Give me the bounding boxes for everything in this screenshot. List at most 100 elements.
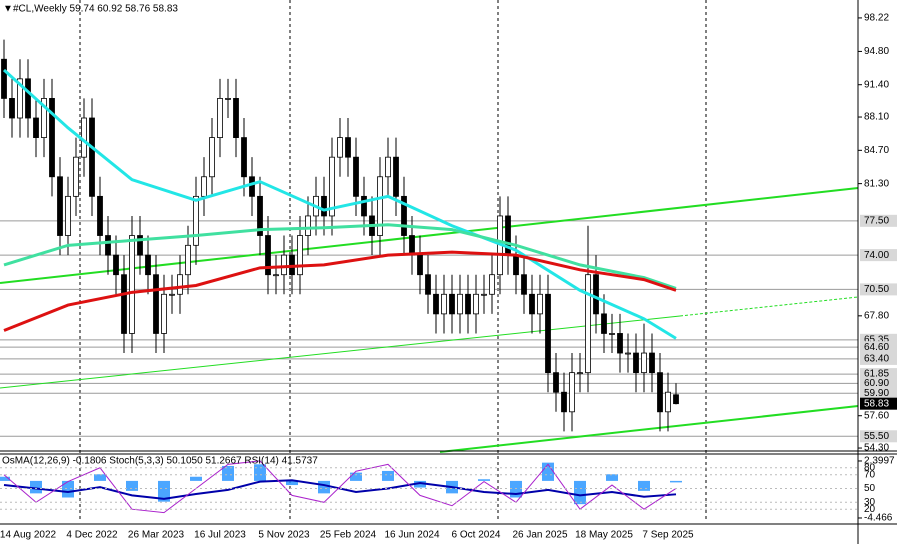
osma-bar xyxy=(670,480,682,483)
osma-bar xyxy=(158,480,170,502)
candle-body xyxy=(209,137,215,178)
candle-body xyxy=(1,58,7,99)
x-tick-label: 26 Jan 2025 xyxy=(512,530,567,541)
last-price-label: 58.83 xyxy=(864,398,889,409)
level-label: 74.00 xyxy=(864,250,889,261)
candle-body xyxy=(233,98,239,138)
x-tick-label: 16 Jul 2023 xyxy=(194,530,246,541)
candle-body xyxy=(329,156,335,217)
y-tick-label: 84.70 xyxy=(864,145,889,156)
candle-body xyxy=(617,333,623,354)
menu-arrow[interactable]: ▼ xyxy=(3,4,13,15)
osma-bar xyxy=(414,480,426,488)
candle-body xyxy=(417,254,423,276)
y-tick-label: 80 xyxy=(864,462,876,473)
level-label-bg xyxy=(860,352,897,365)
osma-bar xyxy=(638,480,650,491)
level-label: 60.90 xyxy=(864,378,889,389)
candle-body xyxy=(273,274,279,277)
osma-bar xyxy=(350,472,362,481)
level-label: 63.40 xyxy=(864,354,889,365)
osma-bar xyxy=(542,462,554,481)
candle-body xyxy=(121,274,127,334)
moving-average xyxy=(3,223,677,290)
candle-body xyxy=(9,98,15,119)
candle-body xyxy=(185,244,191,276)
level-label: 59.90 xyxy=(864,388,889,399)
osma-bar xyxy=(126,480,138,491)
level-label-bg xyxy=(860,283,897,296)
candle-body xyxy=(529,293,535,315)
x-tick-label: 16 Jun 2024 xyxy=(384,530,439,541)
level-label-bg xyxy=(860,214,897,227)
osma-bar xyxy=(62,480,74,498)
candle-body xyxy=(481,293,487,296)
candle-body xyxy=(41,98,47,138)
candle-body xyxy=(665,391,671,413)
level-label: 77.50 xyxy=(864,215,889,226)
trend-lines xyxy=(0,187,859,453)
candle-body xyxy=(585,274,591,374)
y-tick-label: 81.30 xyxy=(864,178,889,189)
candle-body xyxy=(441,293,447,315)
candle-body xyxy=(193,195,199,246)
candle-body xyxy=(601,313,607,334)
indicator-title: OsMA(12,26,9) -0.1806 Stoch(5,3,3) 50.10… xyxy=(2,456,318,467)
candle-body xyxy=(33,117,39,138)
y-tick-label: 88.10 xyxy=(864,112,889,123)
candle-body xyxy=(25,78,31,119)
candle-body xyxy=(433,293,439,315)
candle-body xyxy=(409,235,415,256)
candle-body xyxy=(625,352,631,355)
osma-bar xyxy=(478,479,490,481)
last-price-box xyxy=(860,397,897,410)
candle-body xyxy=(673,394,679,405)
y-tick-label: 30 xyxy=(864,497,876,508)
candle-body xyxy=(401,195,407,236)
candle-body xyxy=(241,137,247,178)
y-tick-label: 94.80 xyxy=(864,46,889,57)
candle-body xyxy=(657,372,663,413)
candle-body xyxy=(633,352,639,374)
osma-bar xyxy=(254,464,266,481)
candle-body xyxy=(561,391,567,413)
candle-body xyxy=(57,176,63,236)
x-tick-label: 26 Mar 2023 xyxy=(128,530,185,541)
candle-body xyxy=(177,274,183,295)
candle-body xyxy=(137,235,143,256)
candle-body xyxy=(553,372,559,393)
level-label: 61.85 xyxy=(864,369,889,380)
candle-body xyxy=(257,195,263,236)
candle-body xyxy=(49,98,55,178)
candle-body xyxy=(345,137,351,158)
candle-body xyxy=(169,293,175,296)
candle-body xyxy=(153,274,159,334)
osma-bar xyxy=(574,480,586,505)
candle-body xyxy=(145,254,151,276)
osma-bar xyxy=(190,476,202,481)
candle-body xyxy=(385,156,391,178)
y-tick-label: 54.30 xyxy=(864,443,889,454)
candle-body xyxy=(89,117,95,197)
y2-tick-label: -4.466 xyxy=(864,513,893,524)
y-tick-label: 91.40 xyxy=(864,79,889,90)
candle-body xyxy=(73,156,79,197)
candle-body xyxy=(281,254,287,276)
candle-body xyxy=(17,78,23,119)
candle-body xyxy=(577,372,583,375)
x-tick-label: 6 Oct 2024 xyxy=(452,530,501,541)
x-tick-label: 4 Dec 2022 xyxy=(66,530,118,541)
osma-bar xyxy=(606,474,618,481)
candle-body xyxy=(97,195,103,236)
candle-body xyxy=(265,235,271,276)
y2-tick-label: 2.3997 xyxy=(864,456,895,467)
chart-title: #CL,Weekly 59.74 60.92 58.76 58.83 xyxy=(13,4,178,15)
osma-bar xyxy=(30,480,42,494)
candle-body xyxy=(537,293,543,315)
candle-body xyxy=(457,293,463,315)
y-tick-label: 98.22 xyxy=(864,13,889,24)
osma-bar xyxy=(286,480,298,486)
candle-body xyxy=(201,176,207,197)
x-tick-label: 25 Feb 2024 xyxy=(320,530,377,541)
level-label-bg xyxy=(860,368,897,381)
